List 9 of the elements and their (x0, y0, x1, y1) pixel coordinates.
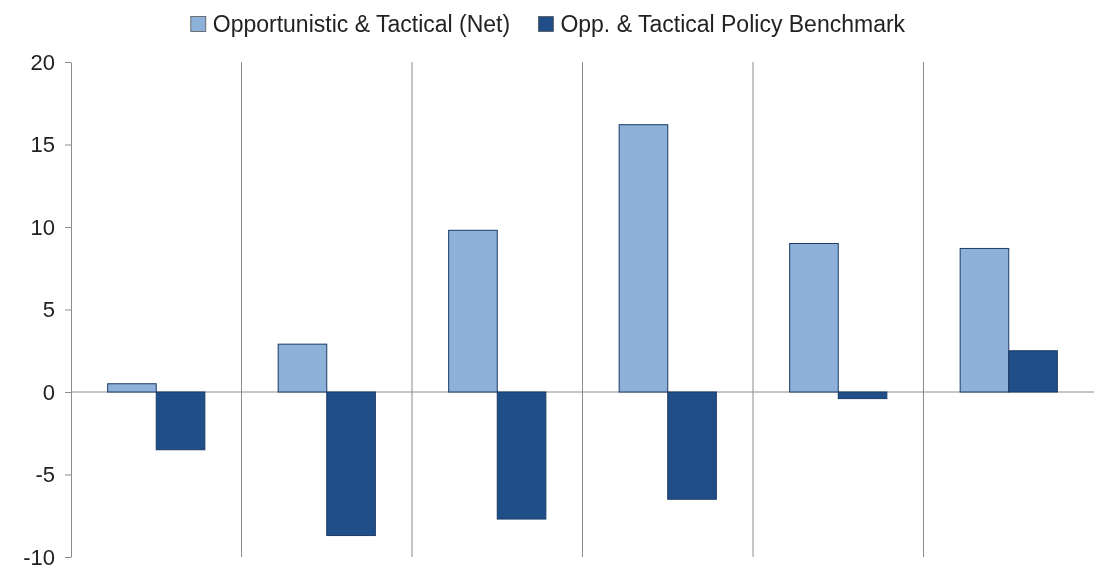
y-tick-label: 0 (42, 379, 55, 405)
y-tick-label: 5 (42, 297, 55, 323)
y-tick-label: -5 (35, 462, 55, 488)
y-tick-label: -10 (23, 544, 55, 570)
y-tick-label: 15 (30, 132, 55, 158)
legend-label: Opportunistic & Tactical (Net) (212, 11, 511, 38)
y-tick-label: 20 (30, 49, 55, 75)
legend-label: Opp. & Tactical Policy Benchmark (560, 11, 906, 38)
y-tick-label: 10 (30, 214, 55, 240)
